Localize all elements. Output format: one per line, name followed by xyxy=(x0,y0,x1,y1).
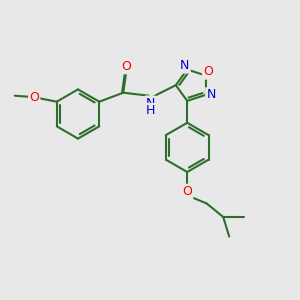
Text: H: H xyxy=(146,104,155,117)
Text: N: N xyxy=(146,97,155,110)
Text: O: O xyxy=(122,60,131,73)
Text: O: O xyxy=(182,185,192,198)
Text: N: N xyxy=(180,59,190,72)
Text: N: N xyxy=(206,88,216,101)
Text: O: O xyxy=(29,91,39,104)
Text: O: O xyxy=(203,65,213,78)
